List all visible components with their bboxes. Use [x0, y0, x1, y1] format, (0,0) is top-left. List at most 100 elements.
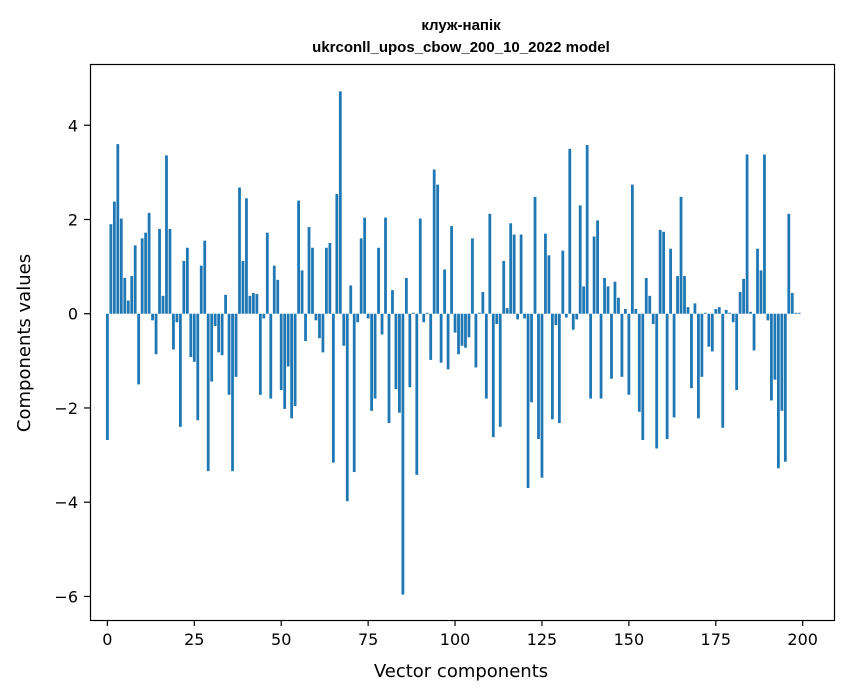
- bar: [530, 314, 533, 403]
- x-tick-label: 75: [358, 630, 378, 649]
- bar: [249, 296, 252, 314]
- bar: [697, 314, 700, 419]
- bar: [235, 314, 238, 377]
- bar: [127, 301, 130, 314]
- bar: [645, 278, 648, 314]
- bar: [269, 314, 272, 399]
- bar: [575, 314, 578, 320]
- bar: [568, 149, 571, 314]
- bar: [221, 314, 224, 355]
- bar: [603, 278, 606, 314]
- bar: [495, 314, 498, 324]
- bar: [471, 238, 474, 313]
- bar: [402, 314, 405, 595]
- bar: [176, 314, 179, 322]
- bar: [690, 314, 693, 388]
- bar: [523, 314, 526, 319]
- bar: [395, 314, 398, 389]
- bar: [579, 205, 582, 313]
- bar: [165, 155, 168, 313]
- x-tick-label: 200: [787, 630, 818, 649]
- bar: [457, 314, 460, 355]
- bar: [732, 314, 735, 322]
- bar: [120, 219, 123, 314]
- bar: [200, 266, 203, 314]
- bar: [109, 224, 112, 314]
- bar: [113, 202, 116, 314]
- x-tick-label: 150: [614, 630, 645, 649]
- bar: [207, 314, 210, 471]
- bar: [360, 238, 363, 313]
- bar: [179, 314, 182, 427]
- bar: [433, 170, 436, 314]
- bar: [301, 270, 304, 313]
- bar: [151, 314, 154, 321]
- bar: [541, 314, 544, 478]
- bar: [276, 280, 279, 314]
- x-tick-label: 25: [184, 630, 204, 649]
- bar: [798, 313, 801, 314]
- bar: [742, 279, 745, 314]
- bar: [464, 314, 467, 348]
- bar: [746, 154, 749, 313]
- bar: [290, 314, 293, 419]
- bar: [116, 144, 119, 314]
- bar: [475, 314, 478, 368]
- bar: [481, 292, 484, 314]
- x-axis: 0 25 50 75 100 125 150 175 200: [102, 620, 818, 649]
- bar: [777, 314, 780, 469]
- x-tick-label: 50: [271, 630, 291, 649]
- bar: [749, 312, 752, 314]
- bar: [367, 314, 370, 319]
- bar: [363, 218, 366, 314]
- x-tick-label: 175: [701, 630, 732, 649]
- bar: [123, 278, 126, 314]
- bar: [565, 314, 568, 318]
- y-axis-label: Components values: [14, 254, 35, 432]
- bar: [294, 314, 297, 406]
- bar: [582, 286, 585, 313]
- bar: [388, 314, 391, 423]
- bar: [687, 307, 690, 314]
- bar: [763, 154, 766, 313]
- bar: [450, 226, 453, 314]
- bar: [544, 234, 547, 314]
- chart-title-line2: ukrconll_upos_cbow_200_10_2022 model: [312, 39, 610, 56]
- bar: [210, 314, 213, 382]
- bar: [669, 249, 672, 314]
- bar: [304, 314, 307, 341]
- bar: [753, 314, 756, 351]
- bar: [353, 314, 356, 472]
- bar: [718, 307, 721, 314]
- y-tick-label: −4: [54, 493, 78, 512]
- bar: [673, 314, 676, 418]
- bar: [701, 314, 704, 377]
- bar: [329, 243, 332, 314]
- bar: [641, 314, 644, 440]
- bar: [648, 296, 651, 314]
- bar: [189, 314, 192, 357]
- bar: [325, 248, 328, 314]
- x-tick-label: 125: [527, 630, 558, 649]
- bar: [520, 235, 523, 314]
- x-axis-label: Vector components: [374, 661, 548, 682]
- bar: [478, 313, 481, 314]
- bar: [238, 187, 241, 313]
- bar: [666, 314, 669, 439]
- bar: [228, 314, 231, 395]
- y-tick-label: −2: [54, 399, 78, 418]
- bar: [617, 298, 620, 314]
- bar: [412, 313, 415, 314]
- bar: [158, 229, 161, 314]
- bar: [600, 314, 603, 399]
- bar: [513, 235, 516, 314]
- bar: [266, 233, 269, 314]
- bar: [148, 213, 151, 314]
- bar: [561, 251, 564, 314]
- bar: [662, 232, 665, 314]
- bar: [527, 314, 530, 488]
- chart-title: клуж-напік ukrconll_upos_cbow_200_10_202…: [312, 17, 610, 56]
- bar: [787, 214, 790, 314]
- bar: [676, 276, 679, 314]
- bar: [242, 261, 245, 314]
